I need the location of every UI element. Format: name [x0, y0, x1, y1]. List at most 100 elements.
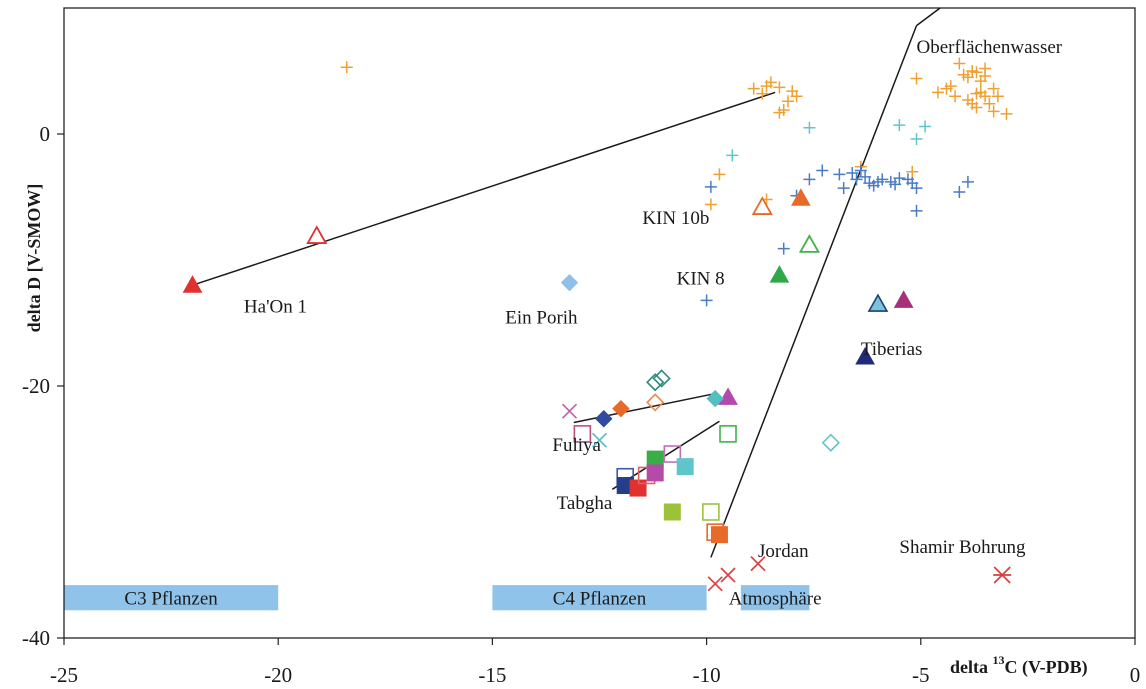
plus-point	[931, 86, 944, 99]
diamond-point	[595, 410, 613, 428]
band-label: Atmosphäre	[729, 589, 822, 610]
plus-point	[940, 82, 953, 95]
diamond-point	[560, 273, 579, 292]
axes-layer	[57, 7, 1136, 645]
annotation-label: Oberflächenwasser	[917, 37, 1063, 58]
trend-line	[192, 91, 776, 286]
triangle-point	[867, 293, 889, 312]
plus-point	[910, 182, 923, 195]
annotation-label: Ein Porih	[505, 308, 578, 329]
plus-point	[773, 81, 786, 94]
plus-point	[893, 119, 906, 132]
plot-frame	[63, 7, 1136, 639]
plus-point	[991, 90, 1004, 103]
x-axis-title-sup: 13	[993, 653, 1005, 667]
band	[492, 585, 707, 611]
square-point	[710, 526, 728, 544]
square-open-point	[702, 503, 720, 521]
x-tick-label: -5	[912, 663, 930, 687]
tick-labels: -25 -20 -15 -10 -5 0 0 -20 -40	[22, 122, 1140, 687]
plus-point	[833, 168, 846, 181]
plus-point	[803, 173, 816, 186]
plus-point	[340, 61, 353, 74]
plus-point	[949, 90, 962, 103]
y-tick-label: -20	[22, 374, 50, 398]
triangle-point	[769, 265, 790, 283]
triangle-point	[855, 347, 875, 365]
triangle-open-point	[751, 196, 773, 215]
diamond-point	[706, 389, 724, 408]
plus-point	[854, 164, 867, 177]
plus-point	[910, 204, 923, 217]
plus-point	[966, 65, 979, 77]
plus-point	[906, 165, 919, 178]
triangle-point	[790, 188, 811, 206]
x-tick-label: -15	[478, 663, 506, 687]
plus-point	[837, 182, 850, 195]
x-axis-title: delta 13C (V-PDB)	[950, 653, 1088, 678]
y-tick-label: -40	[22, 626, 50, 650]
trend-line	[710, 25, 918, 558]
plus-point	[726, 149, 739, 162]
triangle-point	[182, 275, 203, 293]
diamond-open-point	[646, 393, 665, 412]
x-tick-label: -10	[693, 663, 721, 687]
annotation-label: Fuliya	[552, 435, 601, 456]
y-axis-title: delta D [V-SMOW]	[24, 184, 44, 333]
triangle-point	[718, 387, 738, 405]
data-points	[182, 57, 1013, 592]
plus-point	[919, 120, 932, 133]
asterisk-point	[993, 566, 1012, 584]
band-label: C3 Pflanzen	[124, 589, 218, 610]
cross-point	[561, 403, 578, 419]
plus-point	[773, 106, 786, 119]
diamond-open-point	[652, 369, 671, 388]
plus-point	[987, 105, 1000, 118]
plus-point	[983, 97, 996, 110]
band	[64, 585, 279, 611]
plus-point	[957, 68, 970, 81]
plus-point	[781, 95, 794, 108]
band	[740, 585, 810, 611]
diamond-open-point	[821, 433, 840, 452]
x-axis-title-rest: C (V-PDB)	[1005, 657, 1088, 678]
plus-point	[961, 175, 974, 188]
square-point	[676, 458, 694, 476]
annotation-label: Jordan	[758, 541, 809, 562]
plus-point	[979, 70, 992, 83]
square-point	[663, 503, 681, 521]
plus-point	[871, 175, 884, 188]
annotation-label: KIN 8	[677, 269, 725, 290]
plus-point	[966, 97, 979, 110]
plus-point	[953, 185, 966, 198]
plus-point	[747, 82, 760, 95]
plus-point	[790, 90, 803, 103]
plus-point	[850, 173, 863, 186]
cross-point	[591, 432, 608, 448]
plus-point	[816, 164, 829, 177]
annotation-label: KIN 10b	[642, 208, 709, 229]
plus-point	[884, 175, 897, 188]
triangle-open-point	[306, 225, 328, 244]
square-open-point	[719, 425, 737, 443]
x-axis-title-main: delta	[950, 657, 993, 677]
x-tick-label: -20	[264, 663, 292, 687]
plus-point	[1000, 107, 1013, 120]
y-tick-label: 0	[40, 122, 51, 146]
plus-point	[700, 294, 713, 307]
trend-line	[916, 7, 941, 27]
diamond-open-point	[646, 373, 665, 392]
annotation-label: Ha'On 1	[244, 296, 307, 317]
triangle-open-point	[798, 234, 820, 253]
annotations: Oberflächenwasser KIN 10b KIN 8 Ha'On 1 Ein …	[244, 37, 1063, 562]
annotation-label: Shamir Bohrung	[899, 537, 1026, 558]
plus-point	[859, 170, 872, 183]
plus-point	[910, 133, 923, 146]
plus-point	[953, 57, 966, 70]
cross-point	[720, 567, 736, 583]
plus-point	[987, 82, 1000, 95]
square-open-point	[663, 445, 682, 463]
plus-point	[846, 167, 859, 180]
plus-point	[756, 87, 769, 100]
